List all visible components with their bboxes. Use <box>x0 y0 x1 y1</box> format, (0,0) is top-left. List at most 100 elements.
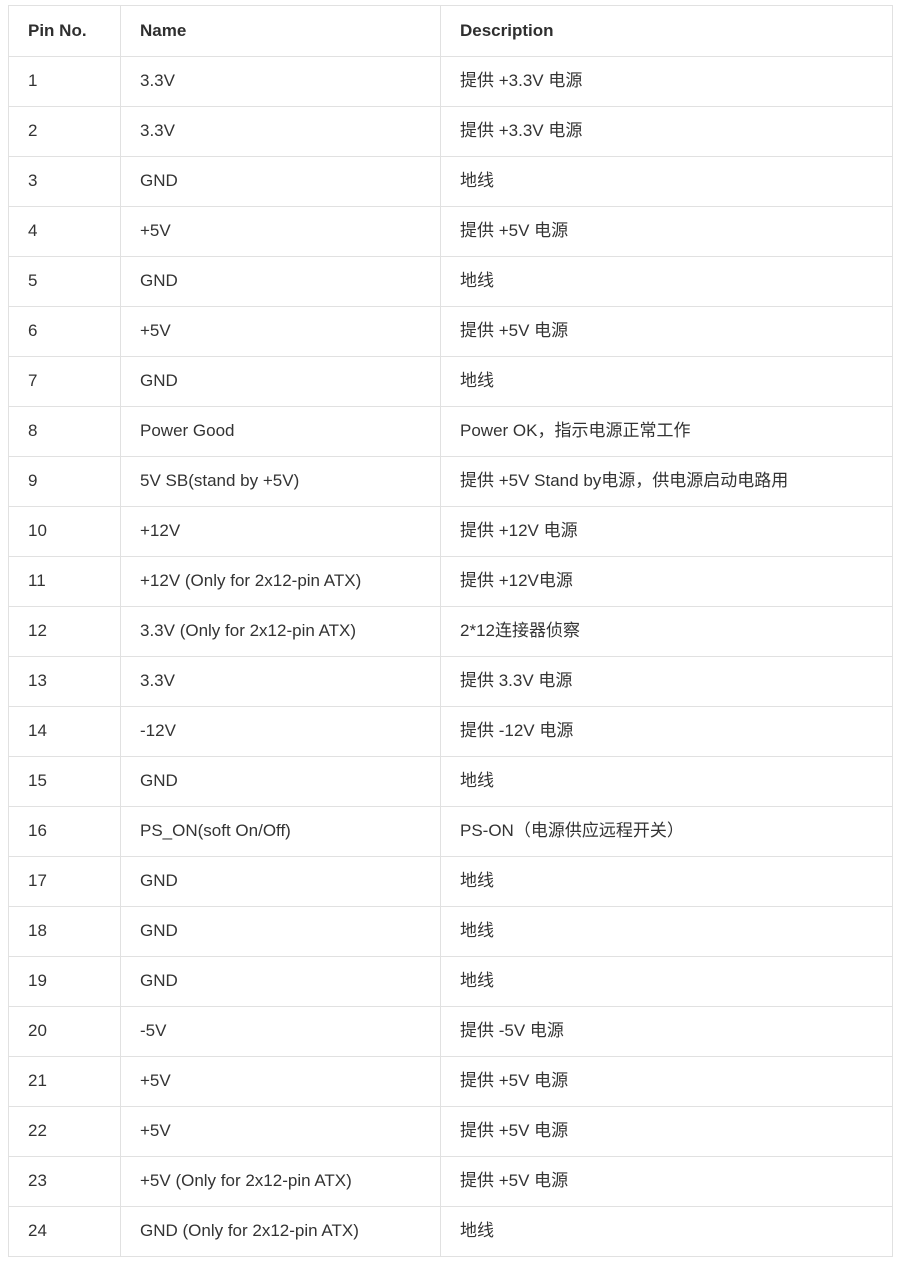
name-cell: GND <box>120 956 441 1007</box>
desc-cell: 地线 <box>440 756 893 807</box>
desc-cell: 提供 +5V 电源 <box>440 1106 893 1157</box>
name-cell: GND (Only for 2x12-pin ATX) <box>120 1206 441 1257</box>
col-header-name: Name <box>120 5 441 57</box>
desc-cell: 地线 <box>440 856 893 907</box>
pin-cell: 4 <box>8 206 121 257</box>
pin-cell: 23 <box>8 1156 121 1207</box>
pin-cell: 21 <box>8 1056 121 1107</box>
pin-cell: 20 <box>8 1006 121 1057</box>
pin-cell: 10 <box>8 506 121 557</box>
col-header-description: Description <box>440 5 893 57</box>
desc-cell: 提供 -12V 电源 <box>440 706 893 757</box>
desc-cell: 地线 <box>440 156 893 207</box>
table-row: 6 +5V 提供 +5V 电源 <box>8 306 893 357</box>
name-cell: +5V <box>120 1106 441 1157</box>
table-row: 5 GND 地线 <box>8 256 893 307</box>
table-row: 20 -5V 提供 -5V 电源 <box>8 1006 893 1057</box>
table-row: 9 5V SB(stand by +5V) 提供 +5V Stand by电源，… <box>8 456 893 507</box>
table-row: 1 3.3V 提供 +3.3V 电源 <box>8 56 893 107</box>
table-row: 15 GND 地线 <box>8 756 893 807</box>
table-row: 7 GND 地线 <box>8 356 893 407</box>
desc-cell: 提供 +5V 电源 <box>440 306 893 357</box>
name-cell: +5V <box>120 306 441 357</box>
desc-cell: 提供 +5V 电源 <box>440 206 893 257</box>
name-cell: +5V <box>120 206 441 257</box>
desc-cell: 地线 <box>440 1206 893 1257</box>
table-row: 2 3.3V 提供 +3.3V 电源 <box>8 106 893 157</box>
pin-cell: 3 <box>8 156 121 207</box>
table-row: 24 GND (Only for 2x12-pin ATX) 地线 <box>8 1206 893 1257</box>
table-row: 21 +5V 提供 +5V 电源 <box>8 1056 893 1107</box>
name-cell: GND <box>120 356 441 407</box>
pin-cell: 24 <box>8 1206 121 1257</box>
table-row: 23 +5V (Only for 2x12-pin ATX) 提供 +5V 电源 <box>8 1156 893 1207</box>
col-header-pin-no: Pin No. <box>8 5 121 57</box>
pin-assignment-table: Pin No. Name Description 1 3.3V 提供 +3.3V… <box>8 5 893 1257</box>
table-header-row: Pin No. Name Description <box>8 5 893 57</box>
table-row: 12 3.3V (Only for 2x12-pin ATX) 2*12连接器侦… <box>8 606 893 657</box>
table-row: 4 +5V 提供 +5V 电源 <box>8 206 893 257</box>
pin-cell: 12 <box>8 606 121 657</box>
desc-cell: 提供 +3.3V 电源 <box>440 106 893 157</box>
name-cell: +5V (Only for 2x12-pin ATX) <box>120 1156 441 1207</box>
name-cell: GND <box>120 906 441 957</box>
desc-cell: 提供 3.3V 电源 <box>440 656 893 707</box>
name-cell: GND <box>120 156 441 207</box>
desc-cell: 提供 +3.3V 电源 <box>440 56 893 107</box>
desc-cell: 地线 <box>440 906 893 957</box>
desc-cell: 提供 +5V Stand by电源，供电源启动电路用 <box>440 456 893 507</box>
name-cell: 5V SB(stand by +5V) <box>120 456 441 507</box>
name-cell: GND <box>120 756 441 807</box>
name-cell: +12V <box>120 506 441 557</box>
table-row: 22 +5V 提供 +5V 电源 <box>8 1106 893 1157</box>
name-cell: Power Good <box>120 406 441 457</box>
pin-cell: 9 <box>8 456 121 507</box>
name-cell: PS_ON(soft On/Off) <box>120 806 441 857</box>
pin-cell: 7 <box>8 356 121 407</box>
pin-cell: 19 <box>8 956 121 1007</box>
name-cell: -12V <box>120 706 441 757</box>
desc-cell: 地线 <box>440 256 893 307</box>
pin-cell: 17 <box>8 856 121 907</box>
pin-cell: 1 <box>8 56 121 107</box>
desc-cell: 提供 -5V 电源 <box>440 1006 893 1057</box>
name-cell: GND <box>120 856 441 907</box>
pin-cell: 22 <box>8 1106 121 1157</box>
pin-cell: 6 <box>8 306 121 357</box>
pin-cell: 2 <box>8 106 121 157</box>
pin-cell: 15 <box>8 756 121 807</box>
desc-cell: 提供 +5V 电源 <box>440 1056 893 1107</box>
name-cell: +12V (Only for 2x12-pin ATX) <box>120 556 441 607</box>
table-row: 3 GND 地线 <box>8 156 893 207</box>
name-cell: 3.3V <box>120 106 441 157</box>
desc-cell: 地线 <box>440 356 893 407</box>
pin-cell: 13 <box>8 656 121 707</box>
pin-cell: 8 <box>8 406 121 457</box>
table-row: 10 +12V 提供 +12V 电源 <box>8 506 893 557</box>
table-row: 16 PS_ON(soft On/Off) PS-ON（电源供应远程开关） <box>8 806 893 857</box>
name-cell: 3.3V <box>120 56 441 107</box>
pin-cell: 11 <box>8 556 121 607</box>
desc-cell: Power OK，指示电源正常工作 <box>440 406 893 457</box>
name-cell: GND <box>120 256 441 307</box>
desc-cell: 提供 +5V 电源 <box>440 1156 893 1207</box>
name-cell: 3.3V (Only for 2x12-pin ATX) <box>120 606 441 657</box>
table-row: 14 -12V 提供 -12V 电源 <box>8 706 893 757</box>
table-row: 18 GND 地线 <box>8 906 893 957</box>
name-cell: +5V <box>120 1056 441 1107</box>
table-row: 11 +12V (Only for 2x12-pin ATX) 提供 +12V电… <box>8 556 893 607</box>
pin-cell: 16 <box>8 806 121 857</box>
table-row: 19 GND 地线 <box>8 956 893 1007</box>
desc-cell: 2*12连接器侦察 <box>440 606 893 657</box>
desc-cell: 地线 <box>440 956 893 1007</box>
name-cell: 3.3V <box>120 656 441 707</box>
table-row: 8 Power Good Power OK，指示电源正常工作 <box>8 406 893 457</box>
desc-cell: PS-ON（电源供应远程开关） <box>440 806 893 857</box>
table-row: 17 GND 地线 <box>8 856 893 907</box>
pin-cell: 5 <box>8 256 121 307</box>
desc-cell: 提供 +12V电源 <box>440 556 893 607</box>
pin-cell: 18 <box>8 906 121 957</box>
desc-cell: 提供 +12V 电源 <box>440 506 893 557</box>
table-row: 13 3.3V 提供 3.3V 电源 <box>8 656 893 707</box>
